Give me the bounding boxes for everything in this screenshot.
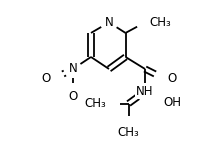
Text: N: N (68, 62, 77, 75)
Text: N: N (105, 16, 113, 29)
Text: OH: OH (163, 95, 181, 108)
Text: O: O (41, 71, 50, 84)
Text: O: O (68, 90, 78, 103)
Text: O: O (168, 71, 177, 84)
Text: CH₃: CH₃ (149, 16, 171, 29)
Text: O: O (124, 129, 133, 142)
Text: CH₃: CH₃ (118, 126, 139, 139)
Text: NH: NH (136, 85, 154, 98)
Text: CH₃: CH₃ (84, 97, 106, 110)
